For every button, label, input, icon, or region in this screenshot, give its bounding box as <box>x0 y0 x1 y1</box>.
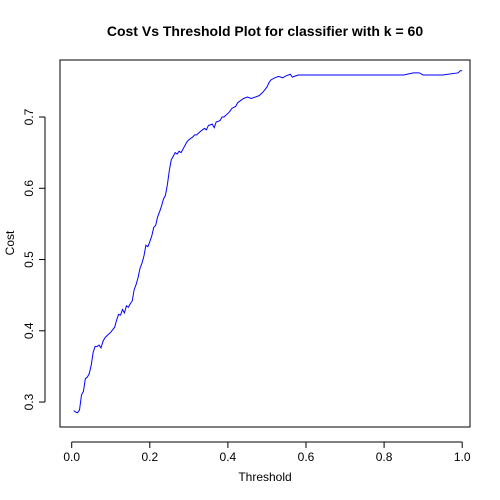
x-tick-label: 0.0 <box>63 450 80 464</box>
y-tick-label: 0.4 <box>22 322 36 339</box>
x-tick-label: 0.6 <box>298 450 315 464</box>
x-tick-label: 0.8 <box>376 450 393 464</box>
y-axis: 0.3 0.4 0.5 0.6 0.7 <box>22 108 46 410</box>
y-axis-label: Cost <box>3 230 17 255</box>
series-line <box>73 70 463 414</box>
plot-frame <box>59 59 471 428</box>
y-tick-label: 0.7 <box>22 108 36 125</box>
x-tick-label: 0.2 <box>141 450 158 464</box>
y-tick-label: 0.5 <box>22 251 36 268</box>
x-axis: 0.0 0.2 0.4 0.6 0.8 1.0 <box>63 441 471 464</box>
x-tick-label: 0.4 <box>220 450 237 464</box>
chart-title: Cost Vs Threshold Plot for classifier wi… <box>107 23 423 39</box>
x-axis-label: Threshold <box>238 470 291 484</box>
y-tick-label: 0.3 <box>22 393 36 410</box>
y-tick-label: 0.6 <box>22 180 36 197</box>
x-tick-label: 1.0 <box>454 450 471 464</box>
